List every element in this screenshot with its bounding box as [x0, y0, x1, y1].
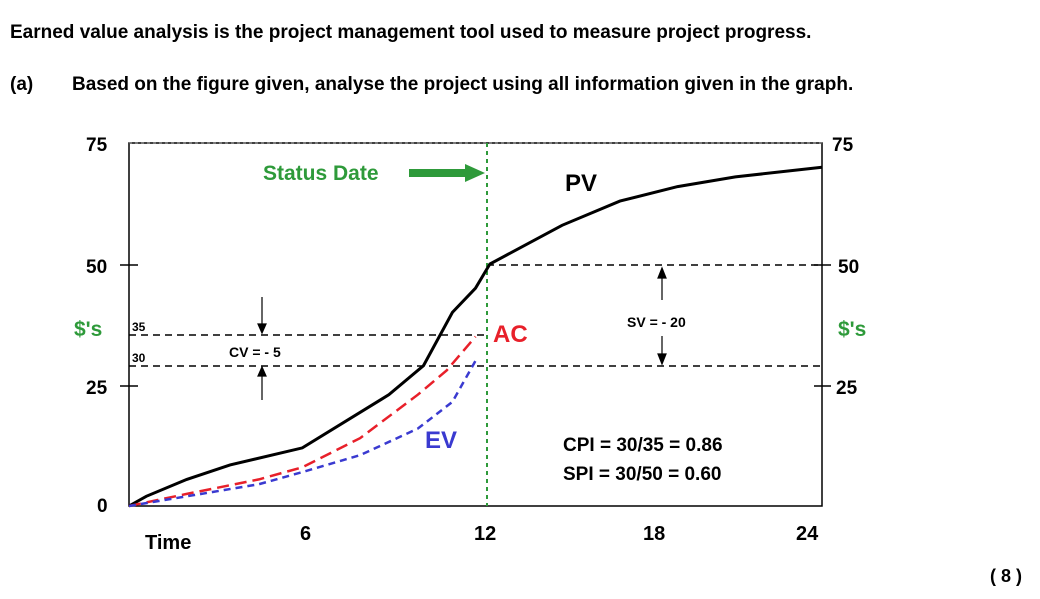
- x-tick-label-6: 6: [300, 523, 311, 545]
- x-tick-label-24: 24: [796, 523, 819, 545]
- sv-label: SV = - 20: [627, 314, 686, 330]
- question-part-text: Based on the figure given, analyse the p…: [72, 74, 854, 95]
- ac-series-line: [128, 335, 477, 508]
- cv-arrows: [257, 297, 267, 400]
- cv-label: CV = - 5: [229, 344, 281, 360]
- x-axis-label: Time: [145, 532, 191, 554]
- pv-series-line: [128, 165, 823, 508]
- marks-label: ( 8 ): [989, 566, 1022, 586]
- y-tick-label-25-right: 25: [836, 378, 858, 399]
- y-axis-label-left: $'s: [74, 318, 102, 341]
- cpi-label: CPI = 30/35 = 0.86: [563, 435, 723, 456]
- y-tick-label-75-left: 75: [86, 135, 108, 156]
- spi-label: SPI = 30/50 = 0.60: [563, 464, 721, 485]
- small-label-35: 35: [132, 320, 146, 334]
- plot-frame: [128, 142, 823, 507]
- pv-label: PV: [565, 170, 597, 197]
- ev-label: EV: [425, 427, 457, 454]
- ac-label: AC: [493, 321, 528, 348]
- ev-series-line: [128, 360, 477, 508]
- sv-arrows: [657, 266, 667, 366]
- x-tick-label-12: 12: [474, 523, 496, 545]
- y-tick-label-75-right: 75: [832, 135, 854, 156]
- question-intro: Earned value analysis is the project man…: [10, 22, 812, 43]
- y-tick-label-0-left: 0: [97, 496, 108, 517]
- small-label-30: 30: [132, 351, 146, 365]
- status-date-arrow-icon: [409, 164, 485, 182]
- y-tick-label-50-right: 50: [838, 257, 859, 278]
- y-tick-label-50-left: 50: [86, 257, 107, 278]
- y-axis-label-right: $'s: [838, 318, 866, 341]
- status-date-label: Status Date: [263, 162, 379, 185]
- question-part-label: (a): [10, 74, 34, 95]
- x-tick-label-18: 18: [643, 523, 665, 545]
- y-tick-marks: [120, 264, 831, 387]
- y-tick-label-25-left: 25: [86, 378, 108, 399]
